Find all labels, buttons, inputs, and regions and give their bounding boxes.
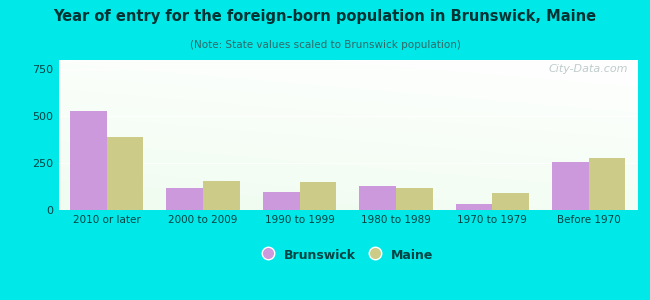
Bar xyxy=(107,137,144,210)
Legend: Brunswick, Maine: Brunswick, Maine xyxy=(257,243,439,267)
Bar xyxy=(589,158,625,210)
Bar xyxy=(300,182,336,210)
Bar xyxy=(359,186,396,210)
Bar xyxy=(552,162,589,210)
Text: City-Data.com: City-Data.com xyxy=(549,64,629,74)
Bar xyxy=(166,188,203,210)
Text: (Note: State values scaled to Brunswick population): (Note: State values scaled to Brunswick … xyxy=(190,40,460,50)
Bar xyxy=(203,181,240,210)
Bar xyxy=(70,111,107,210)
Bar xyxy=(456,204,493,210)
Text: Year of entry for the foreign-born population in Brunswick, Maine: Year of entry for the foreign-born popul… xyxy=(53,9,597,24)
Bar xyxy=(396,188,433,210)
Bar xyxy=(493,193,529,210)
Bar xyxy=(263,192,300,210)
